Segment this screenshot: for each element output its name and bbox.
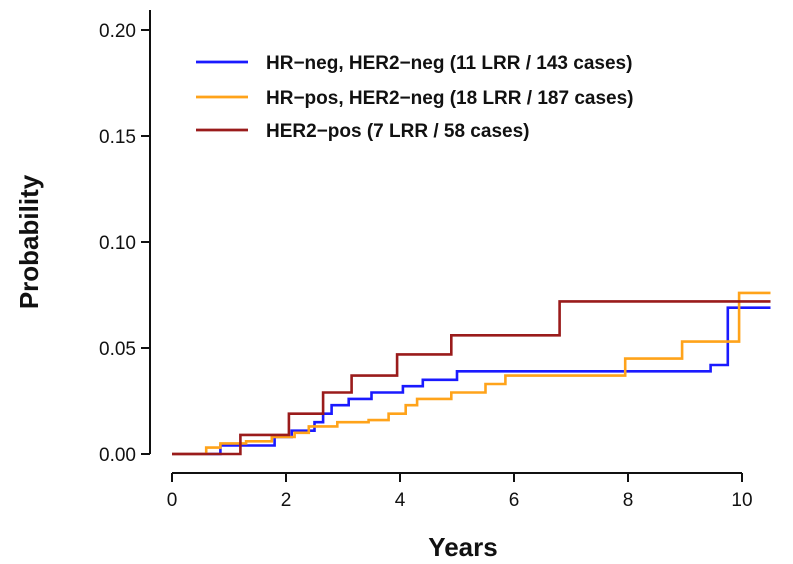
y-axis-title: Probability [14, 174, 44, 309]
x-tick-label: 10 [731, 490, 752, 511]
series-line-1 [172, 306, 771, 456]
axes: 0.00 0.05 0.10 0.15 0.20 0 2 4 6 8 10 [99, 10, 753, 511]
series-line-2 [172, 291, 771, 456]
y-tick-label: 0.15 [99, 127, 136, 148]
series-line-3 [172, 300, 771, 456]
legend-label: HER2−pos (7 LRR / 58 cases) [266, 121, 529, 142]
legend: HR−neg, HER2−neg (11 LRR / 143 cases) HR−… [196, 53, 633, 142]
y-tick-label: 0.20 [99, 21, 136, 42]
x-tick-label: 8 [623, 490, 634, 511]
x-tick-label: 4 [395, 490, 406, 511]
legend-label: HR−neg, HER2−neg (11 LRR / 143 cases) [266, 53, 632, 74]
x-axis-title: Years [428, 532, 497, 562]
y-tick-label: 0.05 [99, 339, 136, 360]
y-tick-label: 0.10 [99, 233, 136, 254]
x-tick-label: 0 [167, 490, 178, 511]
y-tick-label: 0.00 [99, 445, 136, 466]
x-tick-label: 6 [509, 490, 520, 511]
series-lines [172, 291, 771, 456]
legend-label: HR−pos, HER2−neg (18 LRR / 187 cases) [266, 88, 633, 109]
x-tick-label: 2 [281, 490, 292, 511]
